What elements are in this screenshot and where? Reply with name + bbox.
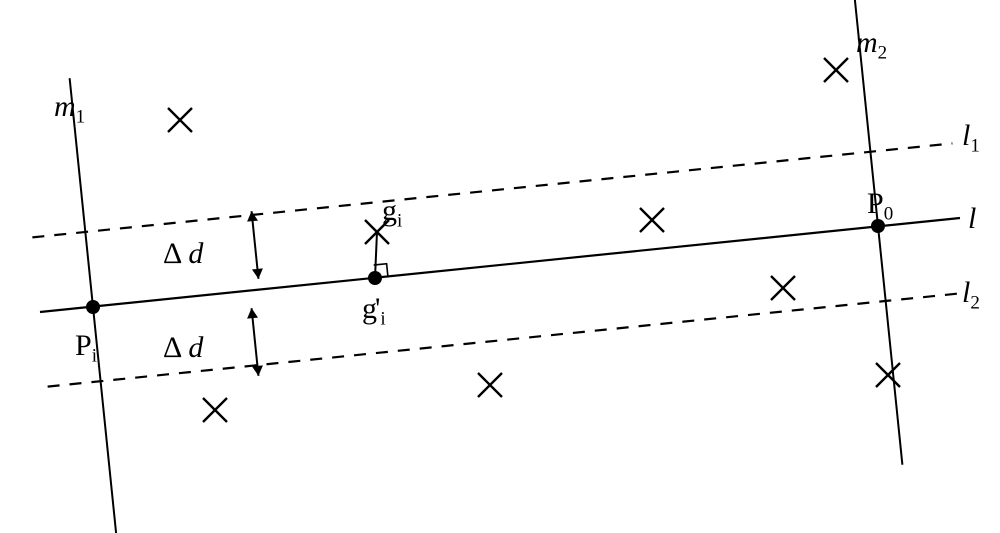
- point-Pi: [86, 300, 100, 314]
- canvas-bg: [0, 0, 1000, 533]
- point-gi-prime: [368, 271, 382, 285]
- label-delta-d-0: Δ d: [163, 237, 204, 270]
- label-delta-d-1: Δ d: [163, 331, 204, 364]
- label-l: l: [968, 202, 976, 235]
